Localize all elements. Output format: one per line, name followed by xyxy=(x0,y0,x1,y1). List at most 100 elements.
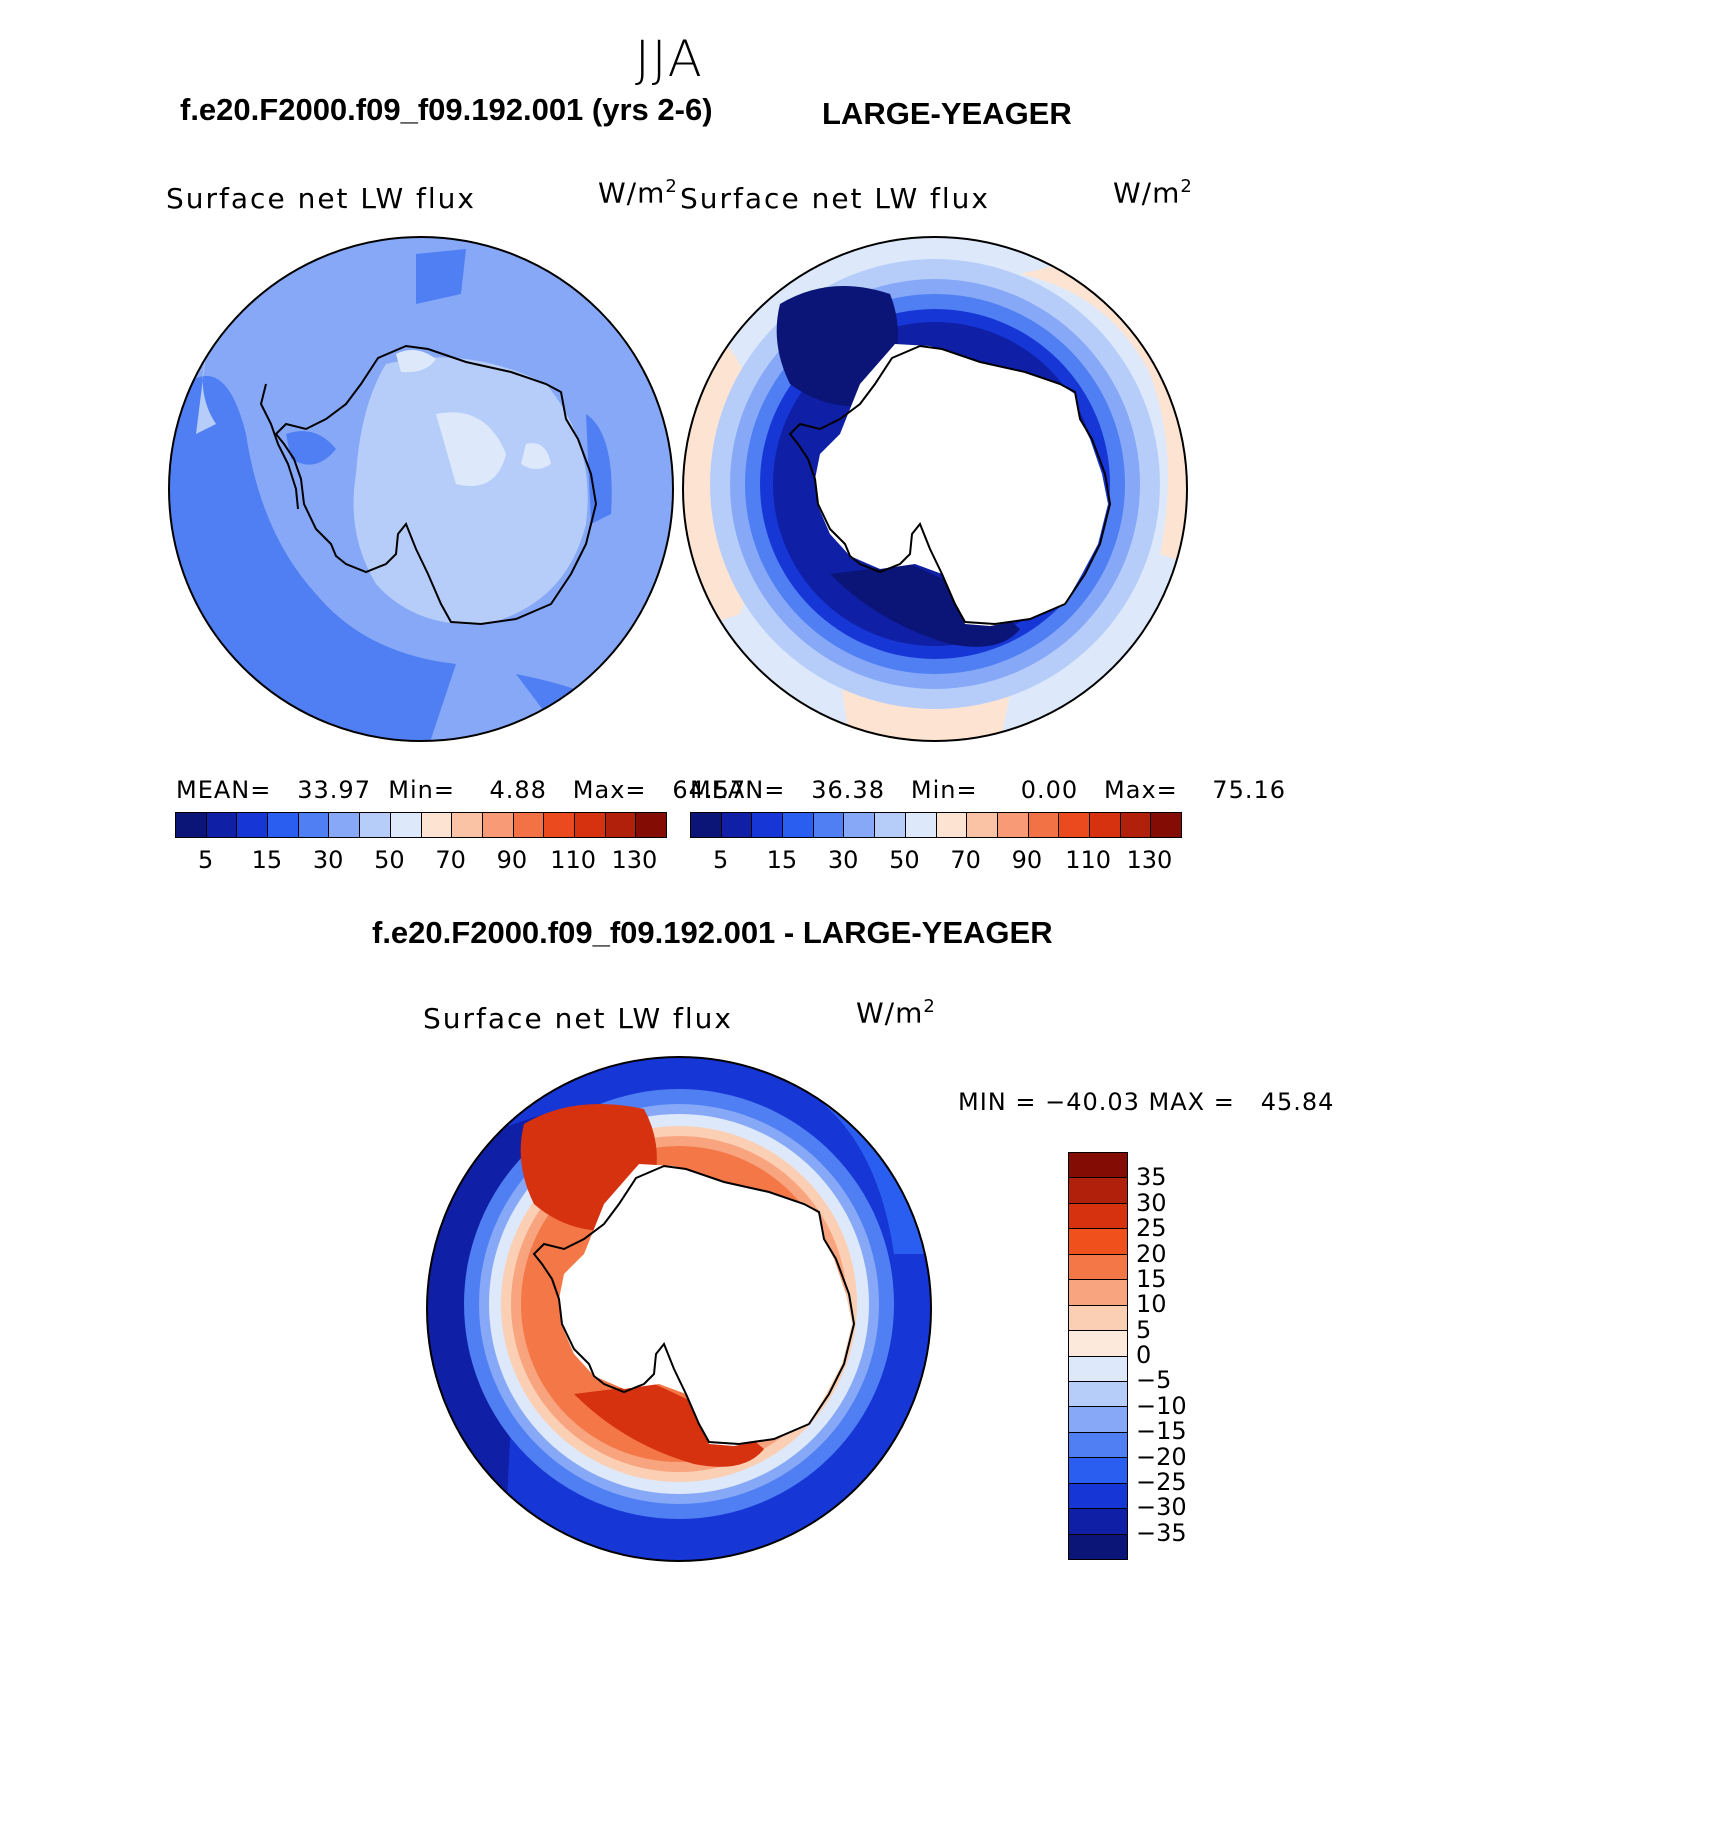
masked-interior xyxy=(559,1164,852,1446)
difference-colorbar-tick-label: 25 xyxy=(1136,1214,1167,1243)
right-colorbar-swatch xyxy=(1120,813,1152,837)
flux-patch-west xyxy=(169,375,456,741)
difference-colorbar-tick-label: 15 xyxy=(1136,1264,1167,1293)
top-right-case-title: LARGE-YEAGER xyxy=(822,96,1072,131)
left-colorbar-swatch xyxy=(390,813,422,837)
left-polar-map xyxy=(168,236,674,742)
left-colorbar xyxy=(175,812,667,838)
antarctica-coastline xyxy=(788,344,1112,626)
right-colorbar-swatch xyxy=(721,813,753,837)
difference-polar-map xyxy=(426,1056,932,1562)
right-colorbar-swatch xyxy=(905,813,937,837)
difference-colorbar-tick-label: −10 xyxy=(1136,1391,1187,1420)
difference-colorbar-swatch xyxy=(1069,1153,1127,1179)
difference-colorbar-swatch xyxy=(1069,1178,1127,1204)
right-panel-units: W/m2 xyxy=(1113,176,1193,210)
difference-colorbar-swatch xyxy=(1069,1331,1127,1357)
left-colorbar-swatch xyxy=(329,813,361,837)
difference-colorbar-swatch xyxy=(1069,1458,1127,1484)
left-colorbar-swatch xyxy=(421,813,453,837)
left-colorbar-tick-label: 90 xyxy=(496,846,528,874)
left-panel-stats: MEAN= 33.97 Min= 4.88 Max= 64.57 xyxy=(176,776,747,804)
difference-colorbar-tick-label: 20 xyxy=(1136,1239,1167,1268)
right-colorbar-tick-label: 130 xyxy=(1126,846,1173,874)
right-colorbar-swatch xyxy=(1059,813,1090,837)
right-colorbar-tick-label: 90 xyxy=(1011,846,1043,874)
difference-variable-label: Surface net LW flux xyxy=(423,1002,733,1035)
top-left-case-title: f.e20.F2000.f09_f09.192.001 (yrs 2-6) xyxy=(180,92,713,127)
right-colorbar-tick-label: 5 xyxy=(712,846,729,874)
right-colorbar-swatch xyxy=(844,813,876,837)
left-colorbar-tick-label: 130 xyxy=(611,846,658,874)
antarctic-interior-field xyxy=(353,357,588,625)
difference-colorbar-swatch xyxy=(1069,1381,1127,1408)
difference-colorbar-tick-label: 5 xyxy=(1136,1315,1152,1344)
left-colorbar-tick-label: 50 xyxy=(374,846,405,874)
right-colorbar-tick-label: 15 xyxy=(766,846,798,874)
positive-anomaly-south xyxy=(574,1384,764,1467)
right-panel-stats: MEAN= 36.38 Min= 0.00 Max= 75.16 xyxy=(690,776,1287,804)
difference-colorbar-tick-label: −30 xyxy=(1136,1493,1187,1522)
right-colorbar-swatch xyxy=(783,813,814,837)
difference-colorbar-tick-label: −35 xyxy=(1136,1518,1187,1547)
right-colorbar-swatch xyxy=(1151,813,1181,837)
left-colorbar-swatch xyxy=(636,813,666,837)
right-colorbar-swatch xyxy=(875,813,906,837)
left-colorbar-tick-label: 70 xyxy=(435,846,466,874)
right-colorbar xyxy=(690,812,1182,838)
left-colorbar-swatch xyxy=(206,813,238,837)
difference-colorbar-swatch xyxy=(1069,1407,1127,1433)
right-colorbar-tick-label: 70 xyxy=(950,846,981,874)
difference-colorbar-swatch xyxy=(1069,1534,1127,1559)
right-colorbar-swatch xyxy=(813,813,845,837)
right-colorbar-swatch xyxy=(752,813,784,837)
left-colorbar-swatch xyxy=(176,813,207,837)
difference-colorbar-tick-label: 30 xyxy=(1136,1188,1167,1217)
left-colorbar-swatch xyxy=(298,813,330,837)
left-colorbar-swatch xyxy=(544,813,575,837)
difference-colorbar-swatch xyxy=(1069,1229,1127,1255)
left-panel-units: W/m2 xyxy=(598,176,678,210)
difference-colorbar-swatch xyxy=(1069,1432,1127,1459)
difference-colorbar-swatch xyxy=(1069,1356,1127,1382)
difference-colorbar-tick-label: 35 xyxy=(1136,1163,1167,1192)
difference-colorbar-swatch xyxy=(1069,1483,1127,1510)
right-colorbar-tick-label: 50 xyxy=(889,846,920,874)
map-boundary xyxy=(682,236,1188,742)
difference-colorbar-tick-label: −15 xyxy=(1136,1417,1187,1446)
difference-colorbar-tick-label: −5 xyxy=(1136,1366,1172,1395)
antarctic-peninsula-coastline xyxy=(259,383,299,510)
left-colorbar-swatch xyxy=(605,813,637,837)
difference-colorbar xyxy=(1068,1152,1128,1560)
right-colorbar-swatch xyxy=(936,813,968,837)
right-colorbar-tick-label: 110 xyxy=(1065,846,1112,874)
difference-minmax: MIN = −40.03 MAX = 45.84 xyxy=(958,1088,1335,1116)
left-colorbar-tick-label: 110 xyxy=(550,846,597,874)
left-panel-variable-label: Surface net LW flux xyxy=(166,182,476,215)
right-colorbar-swatch xyxy=(691,813,722,837)
left-colorbar-swatch xyxy=(574,813,606,837)
left-colorbar-swatch xyxy=(237,813,269,837)
difference-units: W/m2 xyxy=(856,996,936,1030)
left-colorbar-tick-label: 30 xyxy=(312,846,344,874)
difference-colorbar-swatch xyxy=(1069,1203,1127,1230)
map-boundary xyxy=(168,236,674,742)
difference-title: f.e20.F2000.f09_f09.192.001 - LARGE-YEAG… xyxy=(372,915,1053,950)
difference-colorbar-tick-label: −20 xyxy=(1136,1442,1187,1471)
difference-colorbar-swatch xyxy=(1069,1254,1127,1281)
left-colorbar-swatch xyxy=(360,813,391,837)
deep-blue-patch-south xyxy=(830,564,1020,647)
difference-colorbar-tick-label: −25 xyxy=(1136,1467,1187,1496)
antarctica-coastline xyxy=(532,1164,856,1446)
right-colorbar-tick-label: 30 xyxy=(827,846,859,874)
right-colorbar-swatch xyxy=(997,813,1029,837)
right-panel-variable-label: Surface net LW flux xyxy=(680,182,990,215)
map-boundary xyxy=(426,1056,932,1562)
difference-colorbar-swatch xyxy=(1069,1280,1127,1306)
left-colorbar-swatch xyxy=(452,813,483,837)
left-colorbar-swatch xyxy=(482,813,514,837)
difference-colorbar-swatch xyxy=(1069,1509,1127,1535)
antarctica-coastline xyxy=(274,344,598,626)
left-colorbar-tick-label: 5 xyxy=(197,846,214,874)
right-colorbar-swatch xyxy=(967,813,998,837)
